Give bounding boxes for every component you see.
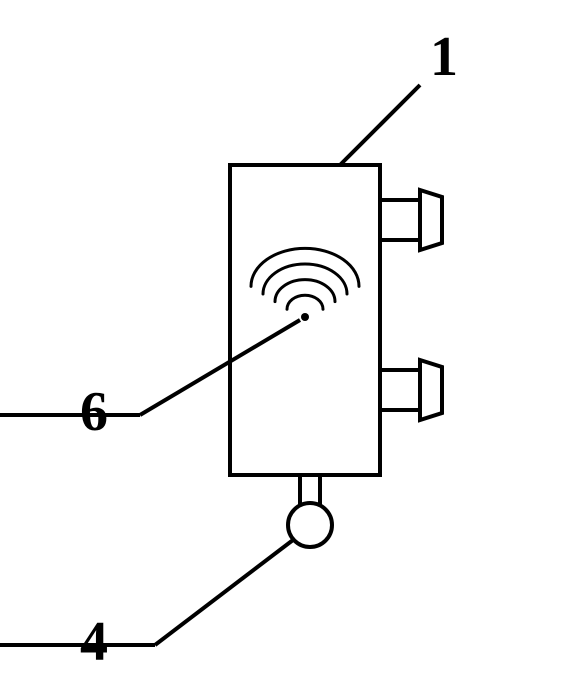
connector-lower-flange (420, 360, 442, 420)
connector-upper-flange (420, 190, 442, 250)
leader-line-6-d (140, 320, 300, 415)
label-6: 6 (80, 381, 108, 443)
leader-line-4-d (155, 540, 293, 645)
connector-lower-stem (380, 370, 420, 410)
leader-line-1 (340, 85, 420, 165)
signal-arc-icon-1 (287, 295, 323, 309)
label-4: 4 (80, 611, 108, 673)
connector-upper-stem (380, 200, 420, 240)
bulb-circle (288, 503, 332, 547)
signal-arc-icon-2 (275, 280, 335, 302)
signal-dot-icon (301, 313, 309, 321)
label-1: 1 (430, 26, 458, 88)
